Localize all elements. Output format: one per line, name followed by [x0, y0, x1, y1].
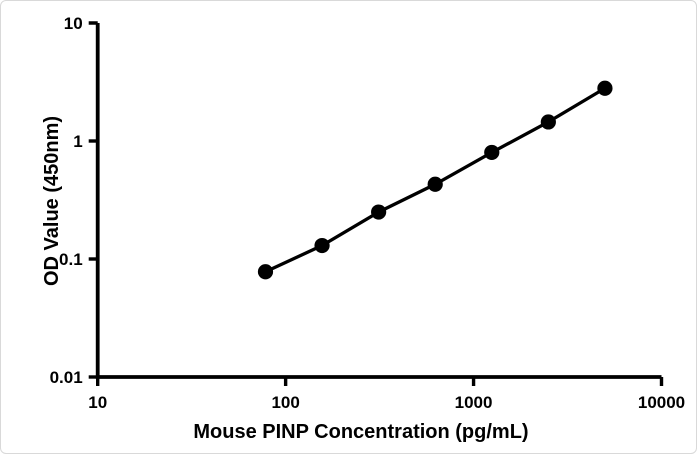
x-tick-label: 1000 [455, 393, 493, 412]
data-point [257, 264, 274, 280]
y-tick-label: 0.1 [59, 250, 83, 269]
y-tick-label: 10 [64, 14, 83, 33]
x-tick-label: 10 [88, 393, 107, 412]
data-point [314, 237, 330, 254]
y-tick-label: 1 [73, 132, 82, 151]
data-point [540, 114, 556, 130]
data-point [371, 204, 387, 220]
data-point [597, 80, 613, 96]
data-point [484, 144, 500, 161]
x-tick-label: 10000 [638, 393, 685, 412]
axis-spines [95, 23, 662, 379]
x-axis-title: Mouse PINP Concentration (pg/mL) [193, 421, 529, 443]
y-axis-title: OD Value (450nm) [41, 115, 63, 287]
x-tick-label: 100 [271, 393, 299, 412]
data-point [427, 176, 443, 192]
y-tick-label: 0.01 [50, 368, 83, 387]
